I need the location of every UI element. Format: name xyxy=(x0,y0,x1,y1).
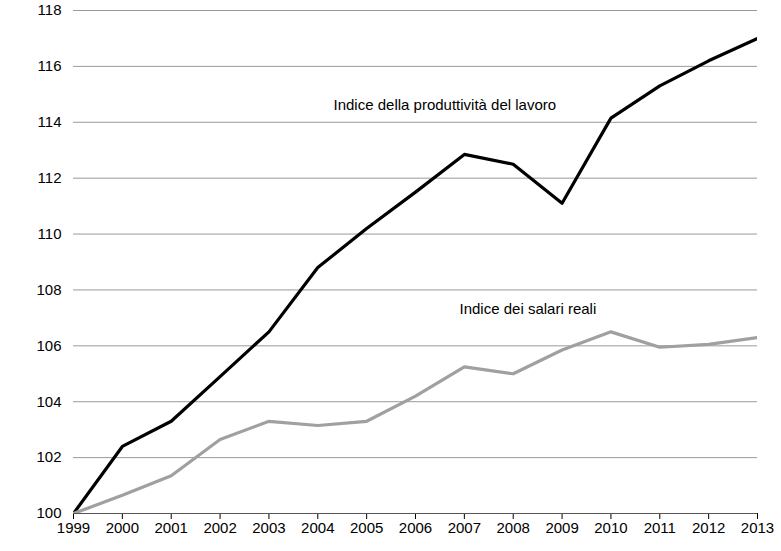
svg-text:100: 100 xyxy=(36,504,62,522)
svg-text:106: 106 xyxy=(36,337,61,354)
svg-text:1999: 1999 xyxy=(57,519,90,536)
svg-text:108: 108 xyxy=(36,281,61,298)
svg-text:104: 104 xyxy=(36,393,61,410)
svg-text:2008: 2008 xyxy=(497,519,530,536)
svg-text:2012: 2012 xyxy=(692,519,725,536)
svg-text:Indice dei salari reali: Indice dei salari reali xyxy=(459,300,596,317)
svg-text:2010: 2010 xyxy=(594,519,627,536)
svg-text:2009: 2009 xyxy=(545,519,578,536)
svg-text:2006: 2006 xyxy=(399,519,432,536)
svg-text:116: 116 xyxy=(38,57,62,74)
svg-text:2005: 2005 xyxy=(350,519,383,536)
svg-text:2004: 2004 xyxy=(301,519,334,536)
svg-text:Indice della produttività del: Indice della produttività del lavoro xyxy=(333,96,556,113)
svg-text:2000: 2000 xyxy=(106,519,139,536)
svg-text:112: 112 xyxy=(38,169,62,186)
svg-text:110: 110 xyxy=(38,225,62,242)
svg-text:2011: 2011 xyxy=(644,519,676,536)
svg-text:2013: 2013 xyxy=(741,519,774,536)
svg-text:114: 114 xyxy=(38,113,62,130)
svg-text:2001: 2001 xyxy=(155,519,188,536)
svg-text:2002: 2002 xyxy=(203,519,236,536)
svg-text:102: 102 xyxy=(36,448,61,465)
svg-text:118: 118 xyxy=(38,1,62,18)
svg-text:2007: 2007 xyxy=(448,519,481,536)
svg-text:2003: 2003 xyxy=(252,519,285,536)
